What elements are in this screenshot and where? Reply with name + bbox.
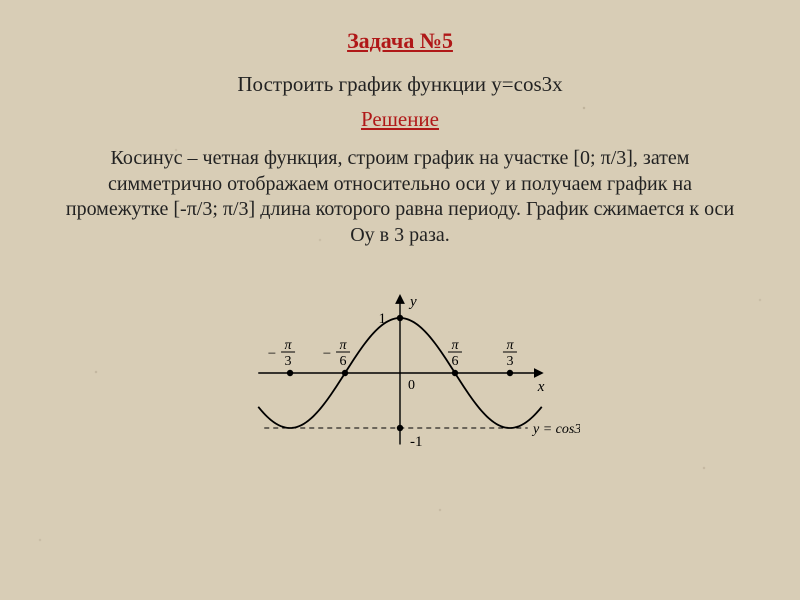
svg-text:π: π [451, 338, 459, 353]
svg-text:3: 3 [285, 354, 292, 369]
svg-text:π: π [285, 338, 293, 353]
svg-text:1: 1 [379, 311, 387, 327]
svg-text:π: π [340, 338, 348, 353]
slide: Задача №5 Построить график функции y=cos… [0, 0, 800, 600]
task-title: Задача №5 [60, 28, 740, 54]
svg-text:x: x [537, 379, 545, 395]
explanation-text: Косинус – четная функция, строим график … [60, 146, 740, 248]
svg-text:3: 3 [506, 354, 513, 369]
problem-statement: Построить график функции y=cos3x [60, 72, 740, 97]
solution-label: Решение [60, 107, 740, 132]
function-chart: yx1-1−π3−π60π6π3y = cos3x [220, 268, 580, 478]
svg-text:-1: -1 [410, 434, 423, 450]
svg-text:−: − [268, 346, 276, 362]
svg-text:y: y [408, 294, 417, 310]
svg-text:6: 6 [340, 354, 347, 369]
svg-text:−: − [323, 346, 331, 362]
svg-text:0: 0 [408, 378, 415, 393]
svg-text:y = cos3x: y = cos3x [531, 422, 580, 437]
svg-text:π: π [506, 338, 514, 353]
svg-text:6: 6 [451, 354, 458, 369]
